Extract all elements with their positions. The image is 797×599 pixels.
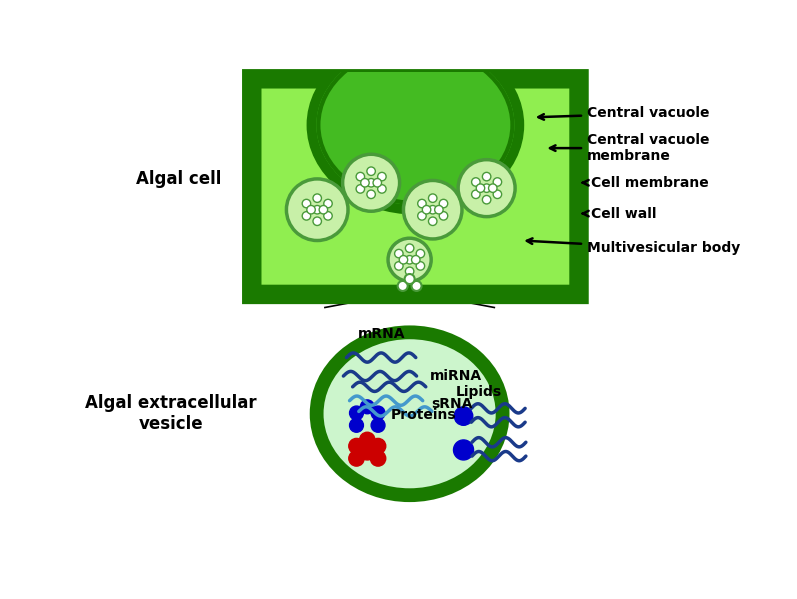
Circle shape	[454, 407, 473, 425]
Circle shape	[406, 244, 414, 252]
Ellipse shape	[316, 331, 504, 497]
Text: miRNA: miRNA	[430, 369, 481, 383]
Circle shape	[378, 173, 386, 181]
Text: Multivesicular body: Multivesicular body	[527, 238, 740, 255]
Circle shape	[371, 418, 385, 432]
Circle shape	[367, 167, 375, 176]
Circle shape	[418, 199, 426, 208]
Circle shape	[416, 262, 425, 270]
Circle shape	[472, 190, 480, 198]
Circle shape	[324, 211, 332, 220]
Circle shape	[489, 184, 497, 192]
Circle shape	[350, 406, 363, 420]
Circle shape	[493, 190, 501, 198]
Circle shape	[406, 256, 414, 264]
Circle shape	[286, 179, 348, 241]
Circle shape	[324, 199, 332, 208]
Circle shape	[319, 205, 328, 214]
Circle shape	[395, 262, 403, 270]
Circle shape	[411, 281, 422, 291]
Text: Cell wall: Cell wall	[583, 207, 656, 220]
Circle shape	[388, 238, 431, 282]
Text: Algal cell: Algal cell	[136, 170, 222, 188]
Circle shape	[367, 190, 375, 198]
Circle shape	[361, 179, 369, 187]
Text: Proteins: Proteins	[391, 409, 456, 422]
Circle shape	[350, 418, 363, 432]
Text: Central vacuole: Central vacuole	[539, 107, 709, 120]
Circle shape	[458, 160, 515, 217]
Circle shape	[371, 450, 386, 466]
Circle shape	[367, 179, 375, 187]
Circle shape	[434, 205, 443, 214]
Circle shape	[439, 211, 448, 220]
Circle shape	[378, 184, 386, 193]
Circle shape	[371, 438, 386, 454]
Circle shape	[359, 444, 375, 460]
Circle shape	[307, 205, 316, 214]
Circle shape	[313, 205, 321, 214]
Circle shape	[349, 438, 364, 454]
Circle shape	[371, 406, 385, 420]
Circle shape	[360, 400, 375, 414]
Circle shape	[416, 249, 425, 258]
Circle shape	[429, 194, 437, 202]
Circle shape	[406, 267, 414, 276]
FancyBboxPatch shape	[252, 79, 579, 295]
Circle shape	[403, 180, 462, 239]
Circle shape	[472, 178, 480, 186]
Circle shape	[405, 274, 414, 284]
Text: sRNA: sRNA	[431, 397, 473, 411]
Text: Central vacuole
membrane: Central vacuole membrane	[550, 133, 709, 163]
Circle shape	[477, 184, 485, 192]
Circle shape	[493, 178, 501, 186]
Circle shape	[418, 211, 426, 220]
Circle shape	[482, 195, 491, 204]
Circle shape	[411, 256, 420, 264]
Text: Lipids: Lipids	[456, 385, 502, 399]
Circle shape	[398, 281, 408, 291]
Circle shape	[482, 173, 491, 181]
Circle shape	[356, 173, 364, 181]
Circle shape	[302, 211, 311, 220]
Circle shape	[356, 184, 364, 193]
Text: mRNA: mRNA	[358, 326, 406, 341]
Circle shape	[439, 199, 448, 208]
Circle shape	[349, 450, 364, 466]
Circle shape	[399, 256, 408, 264]
Ellipse shape	[312, 40, 520, 210]
Circle shape	[429, 205, 437, 214]
Circle shape	[359, 432, 375, 447]
Text: Cell membrane: Cell membrane	[583, 176, 709, 190]
Circle shape	[373, 179, 382, 187]
Circle shape	[302, 199, 311, 208]
Circle shape	[395, 249, 403, 258]
Circle shape	[422, 205, 431, 214]
Circle shape	[482, 184, 491, 192]
Circle shape	[429, 217, 437, 225]
Text: Algal extracellular
vesicle: Algal extracellular vesicle	[85, 394, 257, 433]
Circle shape	[343, 155, 399, 211]
Circle shape	[453, 440, 473, 460]
Circle shape	[313, 217, 321, 225]
Circle shape	[313, 194, 321, 202]
